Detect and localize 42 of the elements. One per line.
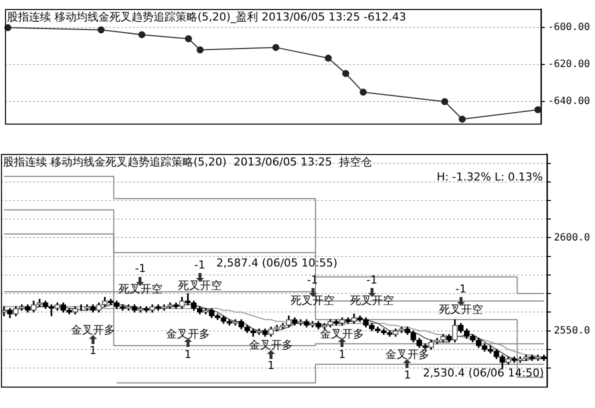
annotation: -1: [366, 273, 378, 286]
annotation: 死叉开空: [178, 278, 222, 292]
annotation: 死叉开空: [438, 303, 483, 316]
annotation: 金叉开多: [70, 324, 115, 337]
annotation: 1: [184, 348, 192, 361]
annotation: 金叉开多: [385, 348, 430, 361]
annotation: 1: [404, 368, 411, 382]
annotation: 死叉开空: [350, 294, 394, 307]
annotation: -1: [307, 273, 318, 286]
annotation: H: -1.32% L: 0.13%: [436, 170, 543, 184]
point: [458, 116, 466, 123]
annotation: 死叉开空: [290, 294, 335, 307]
annotation: 金叉开多: [166, 327, 210, 340]
annotation: 1: [338, 348, 346, 361]
point: [441, 98, 448, 106]
annotation: -1: [134, 262, 146, 276]
annotation: 死叉开空: [118, 282, 162, 296]
annotation: -1: [455, 282, 466, 296]
point: [360, 88, 367, 96]
y-tick-label: 2600.0: [554, 232, 590, 244]
point: [324, 54, 332, 62]
y-tick-label: -640.00: [548, 96, 590, 108]
annotation: 金叉开多: [248, 338, 293, 352]
chart-title: 股指连续 移动均线金死叉趋势追踪策略(5,20)_盈利 2013/06/05 13:25 -612.43: [7, 10, 406, 24]
annotation: 1: [89, 344, 96, 358]
y-tick-label: -620.00: [548, 59, 590, 70]
annotation: -1: [194, 258, 206, 272]
y-tick-label: 2550.0: [554, 325, 590, 336]
chart-title: 股指连续 移动均线金死叉趋势追踪策略(5,20) 2013/06/05 13:25 持空仓: [3, 155, 372, 168]
point: [534, 106, 542, 114]
annotation: 2,587.4 (06/05 10:55): [216, 256, 338, 270]
annotation: 1: [267, 358, 274, 372]
point: [98, 26, 105, 34]
candlestick: [48, 304, 54, 316]
point: [342, 70, 350, 78]
point: [272, 44, 280, 51]
annotation: 金叉开多: [320, 327, 364, 340]
annotation: 2,530.4 (06/06 14:50): [422, 366, 544, 380]
point: [196, 46, 204, 54]
y-tick-label: -600.00: [548, 22, 590, 34]
point: [184, 35, 192, 42]
point: [138, 31, 146, 38]
